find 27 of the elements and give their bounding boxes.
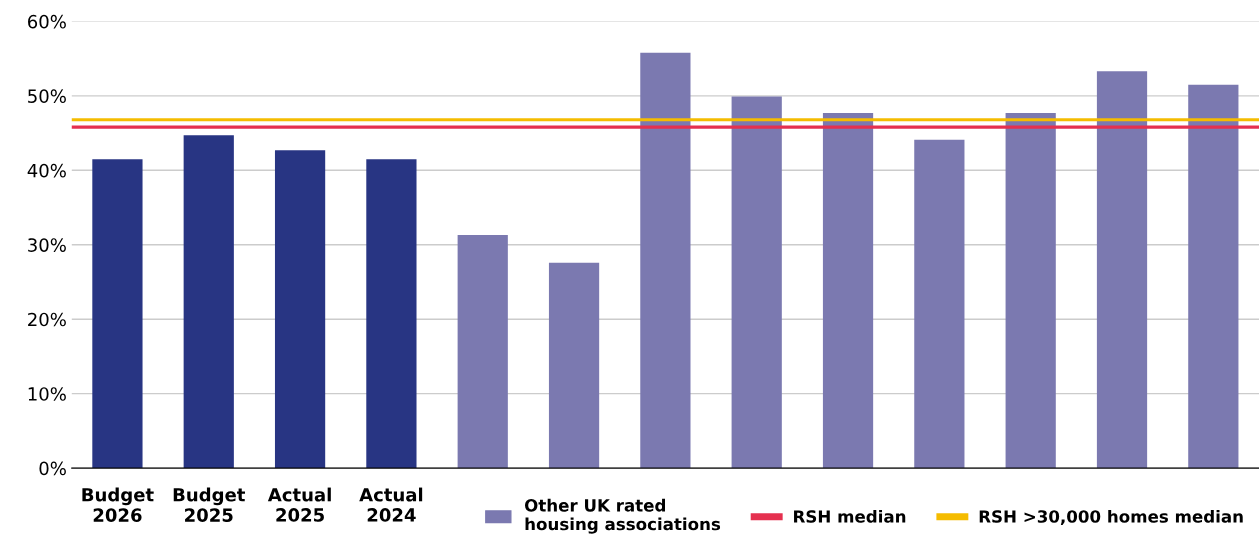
y-tick-label: 0%: [39, 461, 66, 476]
legend-label: RSH >30,000 homes median: [979, 509, 1243, 525]
bar: [183, 135, 234, 469]
legend-label: RSH median: [794, 509, 906, 523]
bar: [457, 235, 508, 469]
x-tick-label: Actual 2025: [267, 487, 331, 522]
y-tick-label: 30%: [28, 238, 66, 252]
bar: [1096, 71, 1148, 469]
x-tick-label: Budget 2026: [82, 487, 154, 522]
y-tick-label: 10%: [28, 387, 66, 401]
bar: [731, 96, 782, 469]
x-tick-label: Actual 2024: [359, 487, 423, 522]
x-tick-label: Budget 2025: [173, 487, 246, 522]
bar: [274, 150, 326, 469]
legend-label: Other UK rated housing associations: [524, 498, 721, 534]
bar: [1188, 84, 1239, 469]
bar: [92, 159, 143, 469]
bar: [548, 262, 600, 469]
y-tick-label: 50%: [28, 89, 66, 103]
bar: [822, 112, 874, 469]
bar: [640, 52, 691, 469]
bar: [914, 139, 965, 469]
bar: [366, 159, 417, 469]
y-tick-label: 60%: [28, 14, 66, 29]
y-tick-label: 40%: [27, 163, 66, 178]
y-tick-label: 20%: [28, 312, 66, 327]
bar: [1005, 112, 1056, 469]
